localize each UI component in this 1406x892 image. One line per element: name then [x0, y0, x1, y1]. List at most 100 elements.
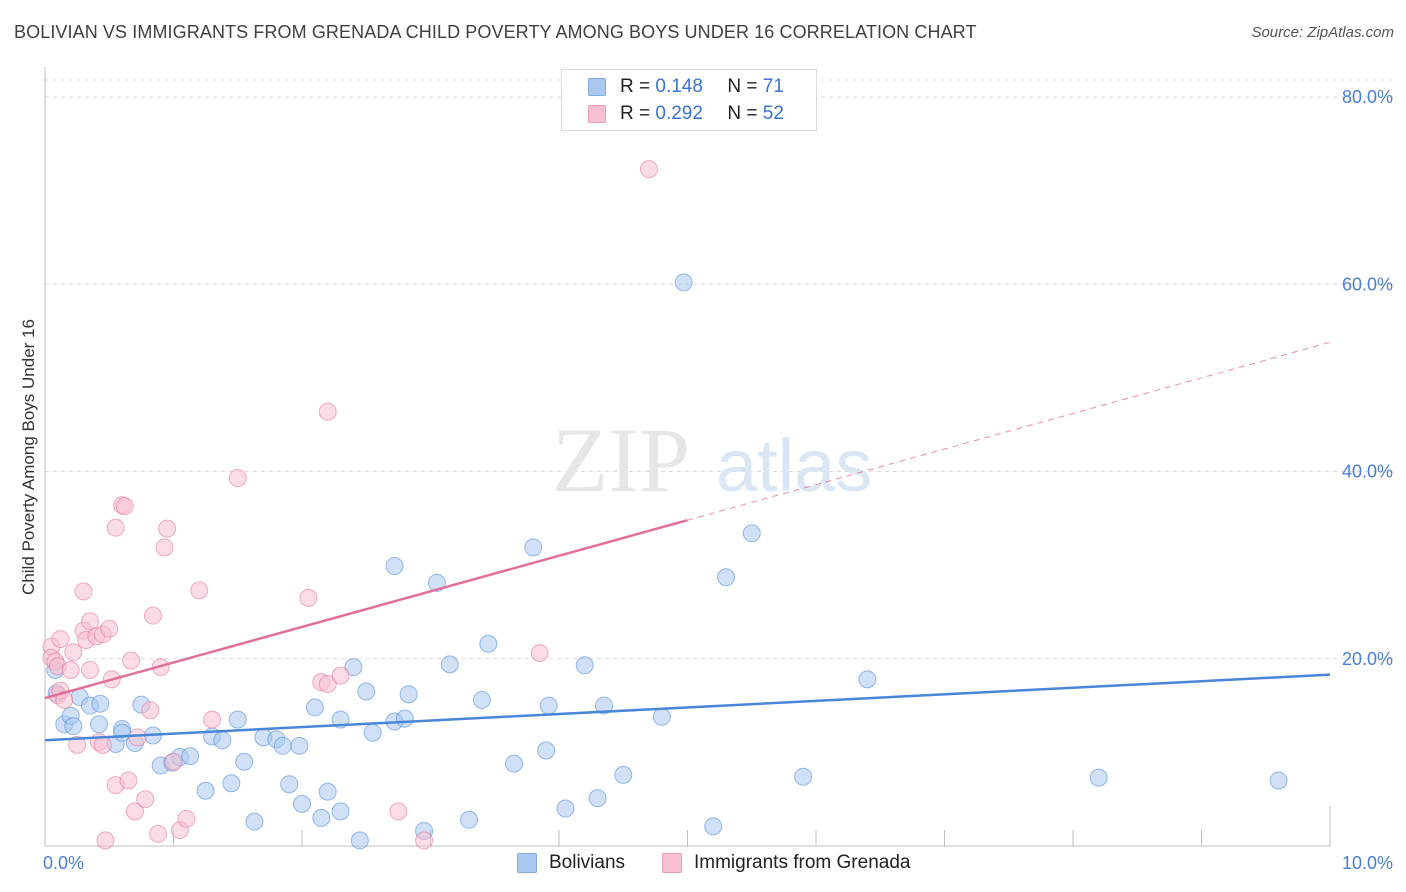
grenada-point	[639, 160, 658, 179]
y-tick-label: 60.0%	[1342, 274, 1393, 294]
bolivian-point	[594, 696, 613, 715]
grenada-point	[164, 752, 183, 771]
legend-r-value: 0.148	[655, 76, 703, 97]
grenada-point	[318, 675, 337, 694]
bolivian-point	[395, 709, 414, 728]
grenada-point	[115, 497, 134, 516]
trend-lines	[44, 341, 1331, 742]
bolivian-point	[479, 634, 498, 653]
grenada-point	[155, 538, 174, 557]
bolivian-point	[331, 802, 350, 821]
legend-swatch-grenada	[662, 853, 682, 873]
bolivian-point	[524, 538, 543, 557]
bolivian-point	[537, 741, 556, 760]
watermark-zip: ZIP	[552, 409, 690, 511]
bolivian-trend-line	[44, 673, 1331, 742]
bolivian-point	[235, 752, 254, 771]
bolivian-point	[460, 810, 479, 829]
grenada-point	[106, 518, 125, 537]
grenada-point	[318, 402, 337, 421]
grenada-point	[80, 612, 99, 631]
legend-n-label: N =	[727, 103, 758, 124]
grenada-point	[190, 581, 209, 600]
bolivian-point	[228, 710, 247, 729]
grenada-point	[74, 582, 93, 601]
legend-n-label: N =	[727, 76, 758, 97]
stats-legend: R = 0.148 N = 71 R = 0.292 N = 52	[561, 69, 817, 131]
bolivian-point	[614, 765, 633, 784]
bolivian-point	[742, 524, 761, 543]
grenada-point	[61, 660, 80, 679]
y-tick-label: 40.0%	[1342, 462, 1393, 482]
bolivian-point	[181, 747, 200, 766]
bolivian-point	[399, 685, 418, 704]
legend-swatch-bolivians	[588, 78, 606, 96]
legend-item-bolivians[interactable]: Bolivians	[517, 852, 625, 874]
grenada-point	[122, 651, 141, 670]
bolivian-point	[556, 799, 575, 818]
bolivian-point	[293, 794, 311, 813]
bolivian-point	[652, 707, 671, 726]
bolivian-point	[344, 658, 363, 677]
bolivian-point	[539, 696, 558, 715]
legend-r-label: R =	[620, 103, 651, 124]
grenada-point	[143, 606, 162, 625]
legend-label-bolivians: Bolivians	[549, 852, 626, 873]
grenada-point	[128, 728, 147, 747]
bolivian-point	[273, 736, 292, 755]
legend-swatch-grenada	[588, 105, 606, 123]
legend-label-grenada: Immigrants from Grenada	[694, 852, 911, 873]
bolivian-point	[64, 717, 83, 736]
bolivian-point	[305, 698, 324, 717]
bolivian-point	[363, 723, 382, 742]
bolivian-point	[196, 781, 215, 800]
grenada-point	[158, 519, 177, 538]
tick-labels: 20.0% 40.0% 60.0% 80.0% 0.0% 10.0%	[43, 87, 1393, 873]
bolivian-point	[350, 831, 369, 850]
bolivian-point	[280, 775, 299, 794]
grenada-point	[331, 666, 350, 685]
grenada-point	[51, 630, 70, 649]
x-tick-label: 10.0%	[1342, 853, 1393, 873]
bolivian-point	[704, 817, 723, 836]
y-tick-label: 20.0%	[1342, 649, 1393, 669]
bolivian-point	[575, 656, 594, 675]
grenada-point	[68, 735, 87, 754]
bolivian-point	[1269, 771, 1288, 790]
legend-item-grenada[interactable]: Immigrants from Grenada	[662, 852, 910, 874]
bolivian-point	[213, 731, 232, 750]
grenada-point	[64, 643, 83, 662]
grenada-point	[96, 831, 115, 850]
bolivian-point	[222, 774, 241, 793]
legend-row-grenada: R = 0.292 N = 52	[588, 103, 784, 125]
watermark-atlas: atlas	[716, 424, 872, 507]
bolivian-point	[674, 273, 693, 292]
grenada-point	[125, 802, 144, 821]
bolivian-point	[318, 782, 337, 801]
bolivian-point	[385, 557, 404, 576]
bolivian-point	[505, 754, 524, 773]
bolivian-point	[588, 789, 607, 808]
series-legend: Bolivians Immigrants from Grenada	[0, 852, 1406, 876]
grenada-point	[141, 701, 160, 720]
grenada-point	[136, 790, 155, 809]
grenada-point	[415, 831, 434, 850]
grenada-point	[100, 619, 119, 638]
legend-row-bolivians: R = 0.148 N = 71	[588, 76, 784, 98]
bolivian-point	[472, 690, 491, 709]
bolivian-point	[91, 694, 110, 713]
grenada-point	[299, 588, 318, 607]
grenada-point	[149, 824, 168, 843]
legend-r-label: R =	[620, 76, 651, 97]
grenada-point	[530, 644, 549, 663]
legend-r-value: 0.292	[655, 103, 703, 124]
bolivian-point	[89, 715, 108, 734]
y-axis-label: Child Poverty Among Boys Under 16	[19, 319, 38, 595]
source-label[interactable]: Source: ZipAtlas.com	[1251, 24, 1394, 41]
grenada-point	[80, 660, 99, 679]
grenada-point	[228, 469, 247, 488]
grenada-trend-line	[44, 518, 688, 700]
bolivian-point	[1089, 768, 1108, 787]
grenada-point	[93, 735, 112, 754]
